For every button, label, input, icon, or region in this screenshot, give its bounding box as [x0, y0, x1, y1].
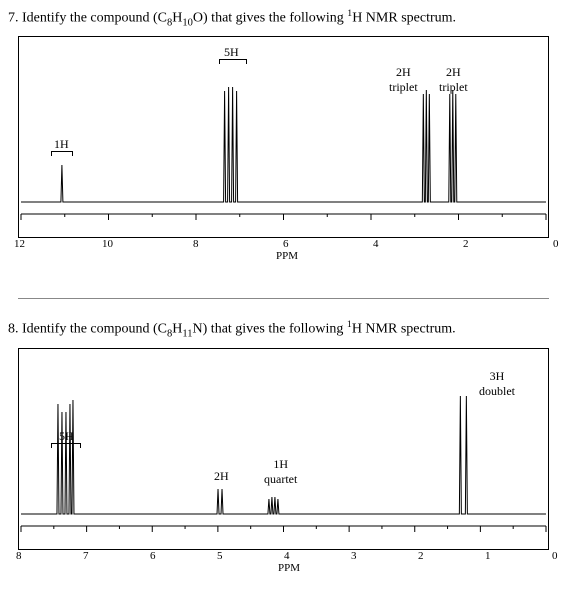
divider: [18, 298, 549, 299]
axis8-tick-7: 7: [83, 550, 89, 562]
q7-number: 7.: [8, 11, 19, 26]
q7-end: O) that gives the following: [193, 11, 347, 26]
axis7-tick-12: 12: [14, 238, 25, 250]
axis8-tick-4: 4: [284, 550, 290, 562]
spectrum-8: 5H 2H 1H quartet 3H doublet: [18, 348, 549, 550]
axis7-tick-6: 6: [283, 238, 289, 250]
spectrum-7: 1H 5H 2H triplet 2H triplet: [18, 36, 549, 238]
question-7: 7. Identify the compound (C8H10O) that g…: [8, 8, 559, 268]
axis8-tick-3: 3: [351, 550, 357, 562]
q7-nmr: H NMR spectrum.: [352, 11, 456, 26]
q8-nmr: H NMR spectrum.: [352, 322, 456, 337]
axis7-tick-0: 0: [553, 238, 559, 250]
axis8-tick-1: 1: [485, 550, 491, 562]
q8-text1: Identify the compound (C: [22, 322, 167, 337]
axis8-tick-2: 2: [418, 550, 424, 562]
axis8-tick-8: 8: [16, 550, 22, 562]
axis7-tick-2: 2: [463, 238, 469, 250]
q8-sub2: 11: [182, 329, 192, 340]
axis-7: 12 10 8 6 4 2 0 PPM: [18, 238, 549, 268]
axis-8: 8 7 6 5 4 3 2 1 0 PPM: [18, 550, 549, 580]
q7-mid: H: [172, 11, 182, 26]
q7-sub2: 10: [182, 17, 193, 28]
axis7-tick-4: 4: [373, 238, 379, 250]
axis8-label: PPM: [278, 562, 300, 574]
axis8-tick-0: 0: [552, 550, 558, 562]
axis8-tick-6: 6: [150, 550, 156, 562]
q8-end: N) that gives the following: [193, 322, 347, 337]
axis7-tick-10: 10: [102, 238, 113, 250]
question-8: 8. Identify the compound (C 8 H11N) that g…: [8, 319, 559, 579]
q8-number: 8.: [8, 322, 19, 337]
axis7-tick-8: 8: [193, 238, 199, 250]
q7-text1: Identify the compound (C: [22, 11, 167, 26]
q8-mid: H: [172, 322, 182, 337]
question-7-text: 7. Identify the compound (C8H10O) that g…: [8, 8, 559, 28]
axis7-label: PPM: [276, 250, 298, 262]
question-8-text: 8. Identify the compound (C8H11N) that g…: [8, 319, 559, 339]
axis8-tick-5: 5: [217, 550, 223, 562]
